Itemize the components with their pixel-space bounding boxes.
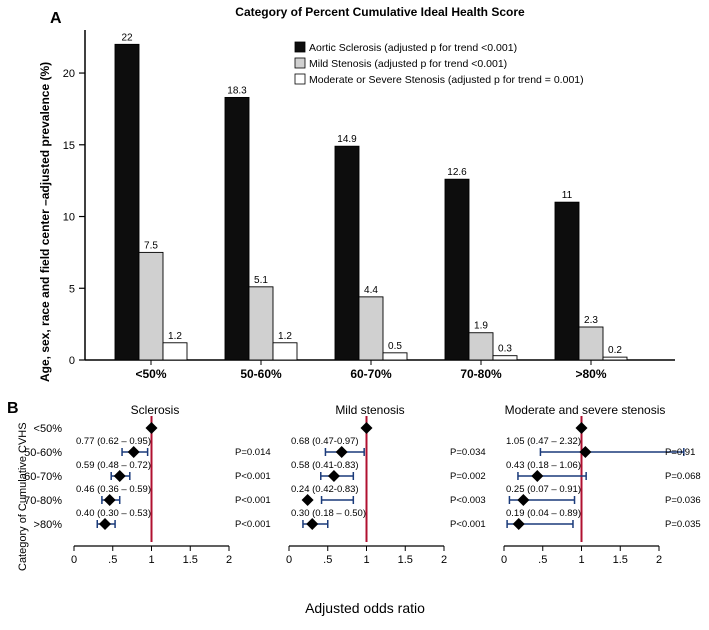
svg-text:>80%: >80% [575, 367, 606, 381]
svg-text:70-80%: 70-80% [24, 495, 62, 507]
svg-text:<50%: <50% [135, 367, 166, 381]
svg-text:14.9: 14.9 [337, 134, 357, 145]
svg-text:22: 22 [121, 32, 133, 43]
svg-text:1.2: 1.2 [278, 331, 292, 342]
svg-text:4.4: 4.4 [364, 285, 378, 296]
svg-text:11: 11 [562, 190, 573, 201]
svg-text:0.43 (0.18 – 1.06): 0.43 (0.18 – 1.06) [506, 460, 581, 471]
svg-text:0: 0 [501, 554, 507, 566]
svg-text:0.30 (0.18 – 0.50): 0.30 (0.18 – 0.50) [291, 508, 366, 519]
svg-text:0: 0 [286, 554, 292, 566]
bar-chart: 0 5 10 15 20 22 7.5 1.2 <50% 18.3 5.1 1.2 50-60% 14.9… [5, 5, 705, 400]
svg-text:0.19 (0.04 – 0.89): 0.19 (0.04 – 0.89) [506, 508, 581, 519]
svg-text:0.68 (0.47-0.97): 0.68 (0.47-0.97) [291, 436, 359, 447]
panel-a: A Category of Percent Cumulative Ideal H… [5, 5, 705, 400]
svg-text:Moderate or Severe Stenosis (: Moderate or Severe Stenosis (adjusted p … [309, 74, 584, 86]
svg-text:1.2: 1.2 [168, 331, 182, 342]
svg-text:5.1: 5.1 [254, 275, 268, 286]
svg-text:2: 2 [441, 554, 447, 566]
svg-text:2: 2 [656, 554, 662, 566]
svg-text:Sclerosis: Sclerosis [131, 403, 180, 417]
svg-text:1: 1 [578, 554, 584, 566]
svg-text:P=0.91: P=0.91 [665, 447, 695, 458]
svg-text:1.05 (0.47 – 2.32): 1.05 (0.47 – 2.32) [506, 436, 581, 447]
svg-text:18.3: 18.3 [227, 85, 247, 96]
svg-text:P=0.036: P=0.036 [665, 495, 701, 506]
svg-text:1: 1 [148, 554, 154, 566]
svg-text:P<0.001: P<0.001 [450, 519, 486, 530]
svg-text:P<0.003: P<0.003 [450, 495, 486, 506]
svg-text:P=0.034: P=0.034 [450, 447, 486, 458]
svg-text:0.2: 0.2 [608, 345, 622, 356]
svg-text:10: 10 [63, 212, 75, 224]
svg-text:2: 2 [226, 554, 232, 566]
svg-text:2.3: 2.3 [584, 315, 598, 326]
svg-text:0.24 (0.42-0.83): 0.24 (0.42-0.83) [291, 484, 359, 495]
svg-text:1: 1 [363, 554, 369, 566]
svg-text:60-70%: 60-70% [350, 367, 392, 381]
svg-text:0.3: 0.3 [498, 344, 512, 355]
svg-text:Aortic Sclerosis (adjusted p f: Aortic Sclerosis (adjusted p for trend <… [309, 42, 517, 54]
svg-text:50-60%: 50-60% [240, 367, 282, 381]
svg-text:.5: .5 [538, 554, 547, 566]
svg-text:>80%: >80% [34, 519, 63, 531]
svg-text:P=0.002: P=0.002 [450, 471, 486, 482]
svg-text:P<0.001: P<0.001 [235, 471, 271, 482]
svg-text:P<0.001: P<0.001 [235, 519, 271, 530]
svg-text:0.58 (0.41-0.83): 0.58 (0.41-0.83) [291, 460, 359, 471]
svg-text:70-80%: 70-80% [460, 367, 502, 381]
svg-text:15: 15 [63, 140, 75, 152]
svg-text:0.40 (0.30 – 0.53): 0.40 (0.30 – 0.53) [76, 508, 151, 519]
svg-text:0.5: 0.5 [388, 341, 402, 352]
svg-text:0: 0 [71, 554, 77, 566]
svg-text:5: 5 [69, 283, 75, 295]
svg-text:0.46 (0.36 – 0.59): 0.46 (0.36 – 0.59) [76, 484, 151, 495]
forest-plot: <50% 50-60% 60-70% 70-80% >80% Sclerosis 0 .5 1 1… [5, 400, 705, 625]
svg-text:60-70%: 60-70% [24, 471, 62, 483]
svg-text:Moderate and severe stenosis: Moderate and severe stenosis [505, 403, 666, 417]
svg-text:12.6: 12.6 [447, 167, 467, 178]
svg-text:20: 20 [63, 68, 75, 80]
svg-text:<50%: <50% [34, 423, 63, 435]
svg-text:1.9: 1.9 [474, 321, 488, 332]
svg-text:1.5: 1.5 [613, 554, 628, 566]
svg-text:50-60%: 50-60% [24, 447, 62, 459]
svg-text:7.5: 7.5 [144, 240, 158, 251]
svg-text:0.25 (0.07 – 0.91): 0.25 (0.07 – 0.91) [506, 484, 581, 495]
svg-text:1.5: 1.5 [398, 554, 413, 566]
svg-text:0: 0 [69, 355, 75, 367]
svg-text:0.77 (0.62 – 0.95): 0.77 (0.62 – 0.95) [76, 436, 151, 447]
svg-text:P=0.035: P=0.035 [665, 519, 701, 530]
svg-text:0.59 (0.48 – 0.72): 0.59 (0.48 – 0.72) [76, 460, 151, 471]
svg-text:Mild stenosis: Mild stenosis [335, 403, 404, 417]
svg-text:P<0.001: P<0.001 [235, 495, 271, 506]
svg-text:Mild Stenosis (adjusted p for: Mild Stenosis (adjusted p for trend <0.0… [309, 58, 507, 70]
svg-text:1.5: 1.5 [183, 554, 198, 566]
svg-text:.5: .5 [323, 554, 332, 566]
panel-b: B Category of Cumulative CVHS Adjusted o… [5, 400, 705, 625]
svg-text:P=0.068: P=0.068 [665, 471, 701, 482]
svg-text:P=0.014: P=0.014 [235, 447, 271, 458]
svg-text:.5: .5 [108, 554, 117, 566]
